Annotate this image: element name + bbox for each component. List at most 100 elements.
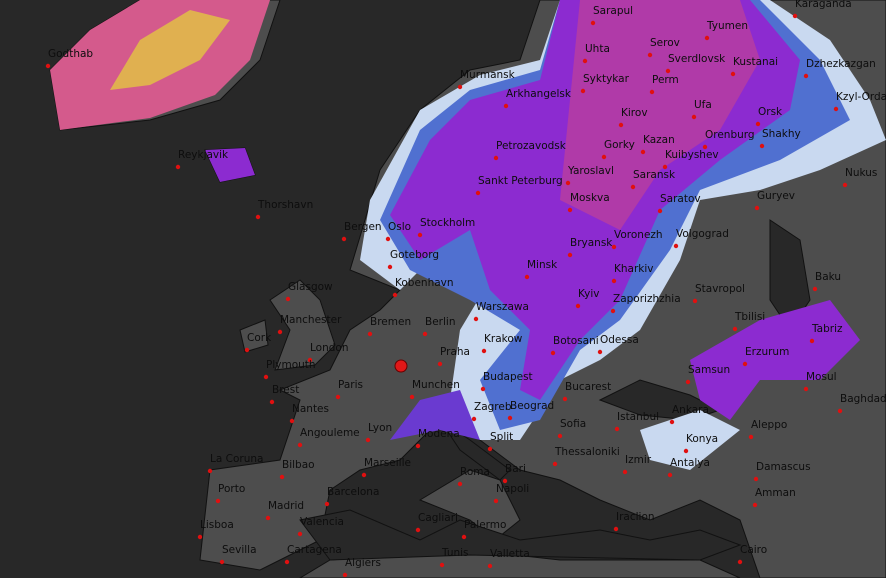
city-label: Amman: [755, 487, 796, 499]
city-dot: [753, 476, 759, 482]
city-label: Volgograd: [676, 228, 729, 240]
city-label: Modena: [418, 428, 460, 440]
city-label: Plymouth: [266, 359, 316, 371]
city-label: London: [310, 342, 349, 354]
city-dot: [618, 122, 624, 128]
city-dot: [409, 394, 415, 400]
city-label: Cagliari: [418, 512, 458, 524]
city-dot: [215, 498, 221, 504]
city-label: Orsk: [758, 106, 783, 118]
city-label: Saratov: [660, 193, 701, 205]
city-dot: [730, 71, 736, 77]
city-label: Murmansk: [460, 69, 516, 81]
city-dot: [702, 144, 708, 150]
city-label: Kirov: [621, 107, 648, 119]
city-dot: [742, 361, 748, 367]
city-label: Sofia: [560, 418, 586, 430]
city-dot: [590, 20, 596, 26]
city-label: Odessa: [600, 334, 639, 346]
city-dot: [610, 308, 616, 314]
city-dot: [473, 316, 479, 322]
city-label: Damascus: [756, 461, 811, 473]
city-label: Uhta: [585, 43, 610, 55]
city-dot: [265, 515, 271, 521]
city-label: Orenburg: [705, 129, 755, 141]
city-label: Kyiv: [578, 288, 599, 300]
city-dot: [582, 58, 588, 64]
city-dot: [833, 106, 839, 112]
city-label: Bilbao: [282, 459, 315, 471]
city-label: Paris: [338, 379, 363, 391]
city-label: Glasgow: [288, 281, 333, 293]
city-dot: [277, 329, 283, 335]
city-dot: [565, 180, 571, 186]
city-dot: [392, 292, 398, 298]
city-label: Thessaloniki: [554, 446, 620, 458]
city-dot: [493, 155, 499, 161]
city-label: Tabriz: [811, 323, 843, 335]
city-label: Ufa: [694, 99, 712, 111]
city-dot: [365, 437, 371, 443]
city-label: Palermo: [464, 519, 506, 531]
city-label: Kazan: [643, 134, 675, 146]
city-label: Lisboa: [200, 519, 234, 531]
city-label: Guryev: [757, 190, 795, 202]
city-dot: [732, 326, 738, 332]
city-dot: [759, 143, 765, 149]
city-label: Syktykar: [583, 73, 630, 85]
city-label: Baku: [815, 271, 841, 283]
city-dot: [487, 446, 493, 452]
city-dot: [649, 89, 655, 95]
city-dot: [342, 572, 348, 578]
city-dot: [307, 357, 313, 363]
city-label: Izmir: [625, 454, 652, 466]
city-dot: [803, 386, 809, 392]
city-dot: [415, 527, 421, 533]
city-label: Sevilla: [222, 544, 257, 556]
city-label: Valletta: [490, 548, 530, 560]
city-label: Tunis: [441, 547, 469, 559]
city-label: Nukus: [845, 167, 877, 179]
city-label: Serov: [650, 37, 680, 49]
city-label: Sarapul: [593, 5, 633, 17]
city-label: Yaroslavl: [567, 165, 614, 177]
city-label: Napoli: [496, 483, 529, 495]
location-marker: [394, 359, 408, 373]
city-dot: [842, 182, 848, 188]
city-label: Brest: [272, 384, 299, 396]
city-dot: [597, 349, 603, 355]
city-dot: [335, 394, 341, 400]
city-dot: [417, 232, 423, 238]
city-dot: [614, 426, 620, 432]
city-dot: [324, 501, 330, 507]
city-dot: [611, 244, 617, 250]
city-label: Dzhezkazgan: [806, 58, 876, 70]
city-dot: [748, 434, 754, 440]
city-label: Petrozavodsk: [496, 140, 567, 152]
city-dot: [289, 418, 295, 424]
city-dot: [640, 149, 646, 155]
city-dot: [567, 252, 573, 258]
city-label: Berlin: [425, 316, 455, 328]
city-label: Tbilisi: [734, 311, 765, 323]
city-label: Kuibyshev: [665, 149, 719, 161]
city-dot: [263, 374, 269, 380]
city-label: Krakow: [484, 333, 523, 345]
city-label: Mosul: [806, 371, 837, 383]
city-dot: [493, 498, 499, 504]
city-dot: [613, 526, 619, 532]
city-dot: [284, 559, 290, 565]
city-label: Godthab: [48, 48, 93, 60]
city-dot: [197, 534, 203, 540]
city-dot: [837, 408, 843, 414]
city-dot: [255, 214, 261, 220]
city-dot: [387, 264, 393, 270]
city-dot: [704, 35, 710, 41]
city-label: Cartagena: [287, 544, 342, 556]
city-dot: [683, 448, 689, 454]
city-label: Warszawa: [476, 301, 529, 313]
city-label: Tyumen: [706, 20, 748, 32]
city-dot: [575, 303, 581, 309]
city-dot: [812, 286, 818, 292]
city-label: Barcelona: [327, 486, 379, 498]
